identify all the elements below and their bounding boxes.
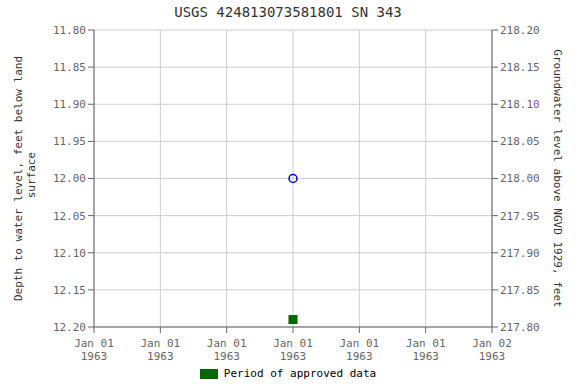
svg-text:11.90: 11.90	[53, 98, 86, 111]
svg-text:11.85: 11.85	[53, 61, 86, 74]
svg-text:217.80: 217.80	[500, 321, 540, 334]
svg-text:Jan 011963: Jan 011963	[273, 337, 313, 363]
svg-text:Groundwater level above NGVD 1: Groundwater level above NGVD 1929, feet	[551, 49, 564, 307]
svg-text:12.00: 12.00	[53, 172, 86, 185]
svg-text:217.95: 217.95	[500, 210, 540, 223]
svg-text:218.15: 218.15	[500, 61, 540, 74]
svg-text:12.10: 12.10	[53, 247, 86, 260]
svg-text:12.05: 12.05	[53, 210, 86, 223]
html-text:Period of approved data: Period of approved data	[223, 367, 377, 380]
svg-text:11.80: 11.80	[53, 24, 86, 37]
svg-text:218.10: 218.10	[500, 98, 540, 111]
svg-text:217.85: 217.85	[500, 284, 540, 297]
html-text:USGS 424813073581801 SN 343: USGS 424813073581801 SN 343	[174, 4, 402, 20]
svg-text:218.20: 218.20	[500, 24, 540, 37]
svg-text:11.95: 11.95	[53, 135, 86, 148]
svg-text:218.00: 218.00	[500, 172, 540, 185]
svg-text:Jan 011963: Jan 011963	[140, 337, 180, 363]
svg-text:Depth to water level, feet bel: Depth to water level, feet below land su…	[12, 56, 38, 301]
svg-text:Jan 011963: Jan 011963	[207, 337, 247, 363]
svg-text:Jan 021963: Jan 021963	[472, 337, 512, 363]
svg-text:218.05: 218.05	[500, 135, 540, 148]
svg-text:12.20: 12.20	[53, 321, 86, 334]
svg-text:Jan 011963: Jan 011963	[339, 337, 379, 363]
svg-text:12.15: 12.15	[53, 284, 86, 297]
svg-text:Jan 011963: Jan 011963	[74, 337, 114, 363]
svg-text:217.90: 217.90	[500, 247, 540, 260]
svg-text:Jan 011963: Jan 011963	[406, 337, 446, 363]
